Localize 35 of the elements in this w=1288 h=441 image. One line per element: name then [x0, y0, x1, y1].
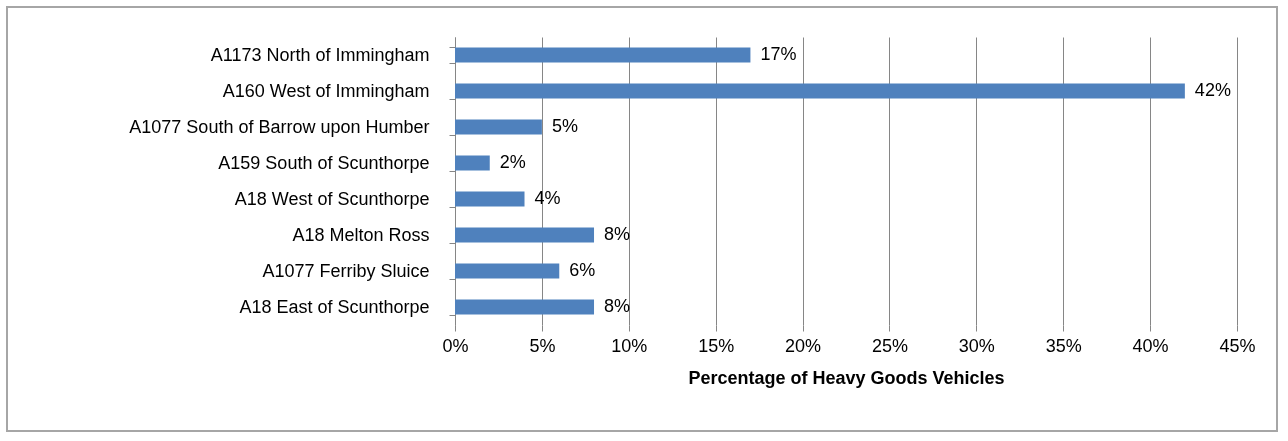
x-tick-label: 35%: [1045, 335, 1082, 356]
bar: [455, 155, 490, 171]
bar: [455, 263, 560, 279]
x-tick-label: 15%: [698, 335, 735, 356]
y-tick-label: A18 East of Scunthorpe: [239, 296, 430, 317]
y-tick-label: A1077 South of Barrow upon Humber: [129, 116, 430, 137]
y-tick-label: A18 West of Scunthorpe: [234, 188, 430, 209]
x-tick-label: 25%: [871, 335, 908, 356]
x-axis-title: Percentage of Heavy Goods Vehicles: [688, 367, 1005, 388]
x-tick-label: 30%: [958, 335, 995, 356]
data-label: 42%: [1194, 80, 1231, 100]
bar: [455, 47, 751, 63]
data-label: 6%: [569, 260, 596, 280]
bar: [455, 191, 525, 207]
data-label: 4%: [534, 188, 561, 208]
x-tick-label: 40%: [1132, 335, 1169, 356]
bar: [455, 227, 595, 243]
data-label: 2%: [499, 152, 526, 172]
y-tick-label: A159 South of Scunthorpe: [218, 152, 430, 173]
data-label: 17%: [760, 44, 797, 64]
x-tick-label: 45%: [1219, 335, 1256, 356]
data-label: 5%: [551, 116, 578, 136]
data-label: 8%: [604, 296, 631, 316]
y-tick-label: A1173 North of Immingham: [210, 44, 430, 65]
x-tick-label: 0%: [442, 335, 469, 356]
y-tick-label: A18 Melton Ross: [292, 224, 430, 245]
x-tick-label: 20%: [785, 335, 822, 356]
x-tick-label: 10%: [611, 335, 648, 356]
y-tick-label: A1077 Ferriby Sluice: [262, 260, 430, 281]
bar: [455, 119, 542, 135]
bar: [455, 83, 1185, 99]
data-label: 8%: [604, 224, 631, 244]
bar: [455, 299, 595, 315]
x-tick-label: 5%: [529, 335, 556, 356]
y-tick-label: A160 West of Immingham: [222, 80, 430, 101]
